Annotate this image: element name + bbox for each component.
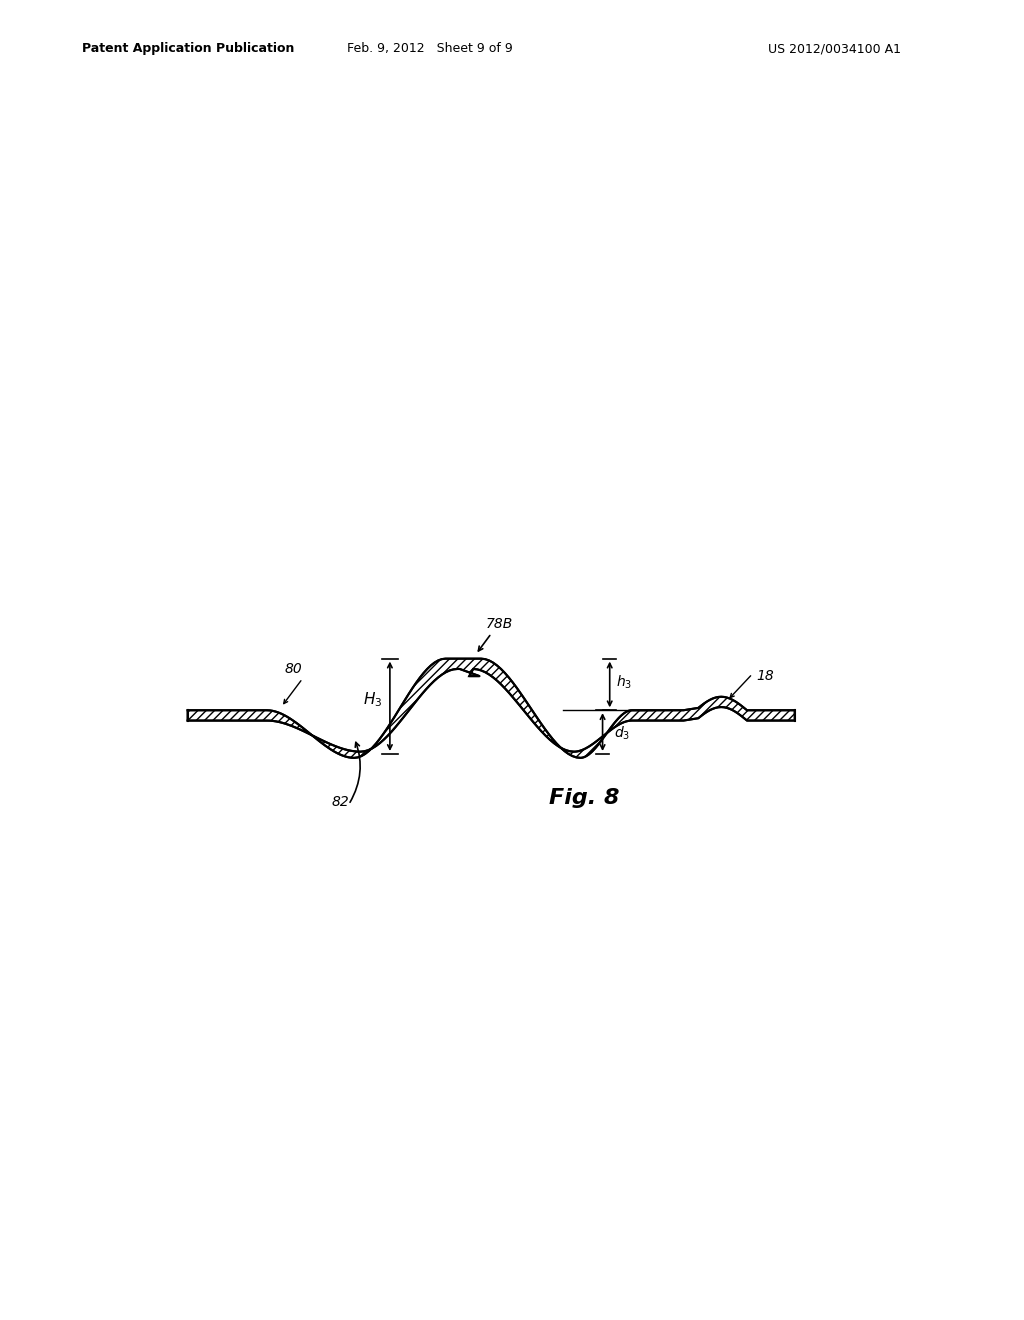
- Polygon shape: [187, 659, 795, 758]
- Text: 80: 80: [285, 663, 302, 676]
- Text: US 2012/0034100 A1: US 2012/0034100 A1: [768, 42, 901, 55]
- Text: $d_3$: $d_3$: [614, 725, 631, 742]
- Text: Fig. 8: Fig. 8: [549, 788, 620, 808]
- Text: $H_3$: $H_3$: [362, 690, 382, 709]
- Text: 82: 82: [332, 796, 349, 809]
- Text: 78B: 78B: [485, 616, 513, 631]
- Text: Patent Application Publication: Patent Application Publication: [82, 42, 294, 55]
- Text: $h_3$: $h_3$: [615, 673, 632, 692]
- Text: 18: 18: [757, 669, 774, 684]
- Text: Feb. 9, 2012   Sheet 9 of 9: Feb. 9, 2012 Sheet 9 of 9: [347, 42, 513, 55]
